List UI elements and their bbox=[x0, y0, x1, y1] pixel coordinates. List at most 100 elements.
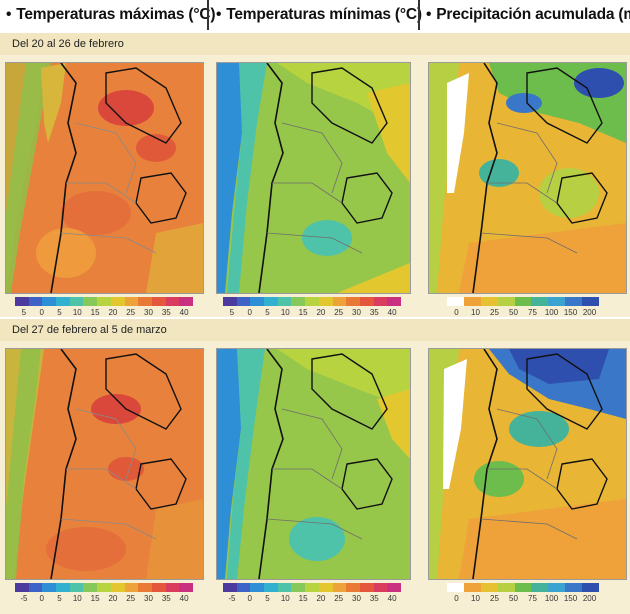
scale-tick-label: 5 bbox=[57, 308, 62, 317]
scale-precip-period2-bar bbox=[447, 583, 599, 592]
scale-color-cell bbox=[15, 583, 29, 592]
scale-color-cell bbox=[387, 583, 401, 592]
map-tmax-period1 bbox=[5, 62, 204, 294]
scale-color-cell bbox=[332, 583, 347, 592]
map-precip-period2-svg bbox=[429, 349, 626, 579]
scale-tick-label: 0 bbox=[247, 594, 252, 603]
scale-tmin-period2-bar bbox=[223, 583, 401, 592]
scale-color-cell bbox=[42, 583, 57, 592]
scale-precip-period1-ticks: 0 10 25 50 75 100 150 200 bbox=[447, 308, 599, 320]
scale-tick-label: 10 bbox=[471, 308, 480, 317]
scale-color-cell bbox=[305, 583, 319, 592]
scale-tick-label: 30 bbox=[144, 594, 153, 603]
scale-color-cell bbox=[223, 297, 237, 306]
scale-color-cell bbox=[359, 583, 374, 592]
scale-color-cell bbox=[28, 297, 43, 306]
scale-color-cell bbox=[277, 583, 292, 592]
scale-tick-label: 30 bbox=[144, 308, 153, 317]
scale-color-cell bbox=[514, 583, 532, 592]
scale-tmin-period1-bar bbox=[223, 297, 401, 306]
scale-tick-label: 75 bbox=[528, 594, 537, 603]
map-precip-period1 bbox=[428, 62, 627, 294]
scale-tick-label: 5 bbox=[265, 594, 270, 603]
scale-color-cell bbox=[97, 297, 111, 306]
scale-tick-label: 5 bbox=[229, 308, 235, 317]
scale-color-cell bbox=[165, 297, 180, 306]
scale-color-cell bbox=[565, 583, 582, 592]
scale-tmin-period2-ticks: -5 0 5 10 15 20 25 30 35 40 bbox=[223, 594, 401, 606]
scale-color-cell bbox=[165, 583, 180, 592]
scale-tmax-period1-ticks: 5 0 5 10 15 20 25 30 35 40 bbox=[15, 308, 193, 320]
scale-tick-label: 150 bbox=[563, 308, 578, 317]
scale-tick-label: 10 bbox=[72, 308, 82, 317]
scale-precip-period2-ticks: 0 10 25 50 75 100 150 200 bbox=[447, 594, 599, 606]
scale-color-cell bbox=[582, 297, 599, 306]
scale-color-cell bbox=[346, 583, 360, 592]
scale-tick-label: 0 bbox=[247, 308, 252, 317]
scale-color-cell bbox=[318, 583, 333, 592]
scale-color-cell bbox=[548, 583, 566, 592]
scale-tick-label: 40 bbox=[387, 308, 397, 317]
scale-color-cell bbox=[56, 297, 70, 306]
scale-tmin-period2: -5 0 5 10 15 20 25 30 35 40 bbox=[223, 583, 401, 609]
scale-color-cell bbox=[124, 297, 139, 306]
scale-color-cell bbox=[305, 297, 319, 306]
scale-tick-label: 25 bbox=[490, 308, 499, 317]
scale-tick-label: 50 bbox=[509, 594, 518, 603]
scale-color-cell bbox=[138, 297, 152, 306]
scale-color-cell bbox=[463, 583, 481, 592]
scale-tmin-period1-ticks: 5 0 5 10 15 20 25 30 35 40 bbox=[223, 308, 401, 320]
scale-color-cell bbox=[28, 583, 43, 592]
scale-tmax-period1-bar bbox=[15, 297, 193, 306]
scale-color-cell bbox=[277, 297, 292, 306]
scale-tick-label: 40 bbox=[179, 594, 189, 603]
scale-color-cell bbox=[332, 297, 347, 306]
scale-tick-label: 10 bbox=[471, 594, 480, 603]
scale-tick-label: 0 bbox=[39, 594, 44, 603]
scale-tmax-period2-bar bbox=[15, 583, 193, 592]
header-divider-1 bbox=[207, 0, 209, 30]
scale-color-cell bbox=[236, 297, 251, 306]
map-tmin-period1 bbox=[216, 62, 411, 294]
bullet-tmax: • bbox=[6, 6, 12, 23]
scale-color-cell bbox=[264, 297, 278, 306]
scale-tick-label: 30 bbox=[352, 594, 361, 603]
scale-color-cell bbox=[548, 297, 566, 306]
scale-tick-label: 20 bbox=[316, 594, 326, 603]
scale-color-cell bbox=[264, 583, 278, 592]
period-label-1: Del 20 al 26 de febrero bbox=[12, 38, 124, 50]
header-tmax-title: Temperaturas máximas (°C) bbox=[16, 6, 216, 23]
map-tmin-period2-svg bbox=[217, 349, 410, 579]
scale-color-cell bbox=[42, 297, 57, 306]
header-precip-title: Precipitación acumulada (mm) bbox=[436, 6, 630, 23]
scale-tick-label: 25 bbox=[490, 594, 499, 603]
scale-color-cell bbox=[318, 297, 333, 306]
scale-tick-label: 10 bbox=[72, 594, 82, 603]
scale-tick-label: 10 bbox=[280, 594, 290, 603]
scale-color-cell bbox=[236, 583, 251, 592]
scale-color-cell bbox=[151, 583, 166, 592]
scale-color-cell bbox=[56, 583, 70, 592]
scale-color-cell bbox=[15, 297, 29, 306]
scale-color-cell bbox=[373, 583, 388, 592]
header-tmin-title: Temperaturas mínimas (°C) bbox=[226, 6, 422, 23]
scale-color-cell bbox=[291, 297, 306, 306]
scale-color-cell bbox=[387, 297, 401, 306]
bullet-precip: • bbox=[426, 6, 432, 23]
scale-tick-label: 0 bbox=[454, 594, 459, 603]
scale-tick-label: 20 bbox=[108, 594, 118, 603]
scale-tick-label: 5 bbox=[265, 308, 270, 317]
scale-color-cell bbox=[97, 583, 111, 592]
scale-tick-label: 100 bbox=[544, 594, 559, 603]
scale-tmax-period2-ticks: -5 0 5 10 15 20 25 30 35 40 bbox=[15, 594, 193, 606]
period-label-2: Del 27 de febrero al 5 de marzo bbox=[12, 324, 167, 336]
scale-color-cell bbox=[250, 297, 265, 306]
scale-tick-label: 50 bbox=[509, 308, 518, 317]
scale-tick-label: 20 bbox=[316, 308, 326, 317]
scale-tmax-period1: 5 0 5 10 15 20 25 30 35 40 bbox=[15, 297, 193, 323]
period-band-1: Del 20 al 26 de febrero bbox=[0, 33, 630, 55]
map-precip-period2 bbox=[428, 348, 627, 580]
scale-tick-label: 25 bbox=[334, 594, 344, 603]
scale-tick-label: 40 bbox=[179, 308, 189, 317]
scale-color-cell bbox=[69, 583, 84, 592]
